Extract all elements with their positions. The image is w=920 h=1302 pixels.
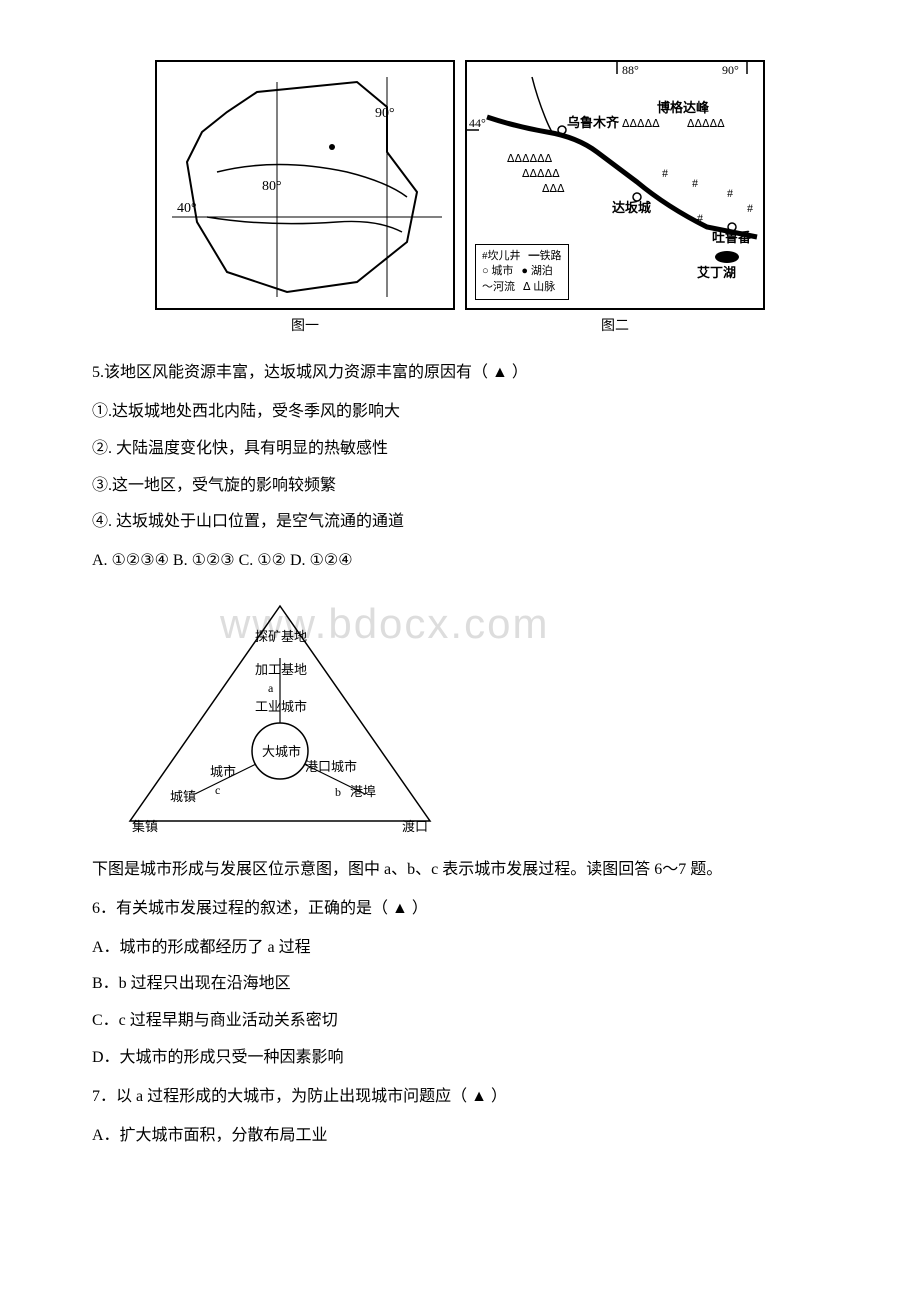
q5-text: 5.该地区风能资源丰富，达坂城风力资源丰富的原因有（ ▲ ）	[60, 359, 860, 388]
q6-text: 6．有关城市发展过程的叙述，正确的是（ ▲ ）	[60, 895, 860, 924]
q7-optA: A．扩大城市面积，分散布局工业	[60, 1122, 860, 1151]
map1-long90-label: 90°	[375, 106, 395, 121]
svg-text:ᐃᐃᐃᐃᐃ: ᐃᐃᐃᐃᐃ	[622, 118, 660, 130]
svg-text:ᐃᐃᐃᐃᐃ: ᐃᐃᐃᐃᐃ	[522, 168, 560, 180]
tri-market: 集镇	[132, 819, 158, 834]
q5-opt4: ④. 达坂城处于山口位置，是空气流通的通道	[60, 508, 860, 537]
tri-top1: 探矿基地	[255, 629, 307, 644]
map1-caption: 图一	[291, 314, 319, 339]
map2-dabancheng: 达坂城	[612, 200, 651, 215]
q5-opt2: ②. 大陆温度变化快，具有明显的热敏感性	[60, 435, 860, 464]
tri-industrial: 工业城市	[255, 699, 307, 714]
map2-box: 88° 90° 44° ᐃᐃᐃᐃᐃ ᐃᐃᐃᐃᐃ ᐃᐃᐃᐃᐃᐃ ᐃᐃᐃᐃᐃ	[465, 60, 765, 310]
tri-portcity: 港口城市	[305, 759, 357, 774]
maps-container: 80° 90° 40° 图一 88° 90° 44°	[60, 60, 860, 339]
q6-optC: C．c 过程早期与商业活动关系密切	[60, 1007, 860, 1036]
svg-text:#: #	[692, 176, 698, 190]
tri-top2: 加工基地	[255, 662, 307, 677]
tri-b: b	[335, 785, 341, 799]
map2-legend: #坎儿井 ━铁路 ○ 城市 ● 湖泊 ～河流 ᐃ 山脉	[475, 244, 569, 300]
tri-c: c	[215, 783, 220, 797]
map2-caption: 图二	[601, 314, 629, 339]
q6-optB: B．b 过程只出现在沿海地区	[60, 970, 860, 999]
q5-answers: A. ①②③④ B. ①②③ C. ①② D. ①②④	[60, 547, 860, 576]
map1-svg: 80° 90° 40°	[157, 62, 457, 312]
q6-optA: A．城市的形成都经历了 a 过程	[60, 934, 860, 963]
svg-text:#: #	[697, 211, 703, 225]
map2-long88: 88°	[622, 63, 639, 77]
map1-long80-label: 80°	[262, 179, 282, 194]
map1-stack: 80° 90° 40° 图一	[155, 60, 455, 339]
q5-opt3: ③.这一地区，受气旋的影响较频繁	[60, 472, 860, 501]
map2-aiding: 艾丁湖	[697, 265, 736, 280]
q6-optD: D．大城市的形成只受一种因素影响	[60, 1044, 860, 1073]
triangle-svg: 探矿基地 加工基地 a 工业城市 大城市 港口城市 城市 c b 港埠 城镇 集…	[120, 596, 440, 836]
map1-box: 80° 90° 40°	[155, 60, 455, 310]
map2-bogda: 博格达峰	[657, 100, 710, 115]
svg-text:#: #	[727, 186, 733, 200]
map1-lat40-label: 40°	[177, 201, 197, 216]
tri-city: 城市	[210, 764, 236, 779]
triangle-container: www.bdocx.com 探矿基地 加工基地 a 工业城市 大城市 港口城市 …	[120, 596, 860, 836]
map2-long90: 90°	[722, 63, 739, 77]
map2-lat44: 44°	[469, 116, 486, 130]
tri-ferry: 渡口	[402, 819, 428, 834]
svg-text:ᐃᐃᐃ: ᐃᐃᐃ	[542, 183, 565, 195]
map2-stack: 88° 90° 44° ᐃᐃᐃᐃᐃ ᐃᐃᐃᐃᐃ ᐃᐃᐃᐃᐃᐃ ᐃᐃᐃᐃᐃ	[465, 60, 765, 339]
map2-turpan: 吐鲁番	[712, 230, 752, 245]
svg-text:#: #	[747, 201, 753, 215]
svg-text:ᐃᐃᐃᐃᐃᐃ: ᐃᐃᐃᐃᐃᐃ	[507, 153, 553, 165]
tri-a: a	[268, 681, 274, 695]
svg-text:ᐃᐃᐃᐃᐃ: ᐃᐃᐃᐃᐃ	[687, 118, 725, 130]
svg-text:#: #	[662, 166, 668, 180]
map2-urumqi: 乌鲁木齐	[567, 115, 620, 130]
tri-bigcity: 大城市	[262, 744, 301, 759]
tri-town: 城镇	[170, 789, 196, 804]
q7-text: 7．以 a 过程形成的大城市，为防止出现城市问题应（ ▲ ）	[60, 1083, 860, 1112]
intro-67: 下图是城市形成与发展区位示意图，图中 a、b、c 表示城市发展过程。读图回答 6…	[60, 856, 860, 885]
tri-port: 港埠	[350, 784, 376, 799]
q5-opt1: ①.达坂城地处西北内陆，受冬季风的影响大	[60, 398, 860, 427]
